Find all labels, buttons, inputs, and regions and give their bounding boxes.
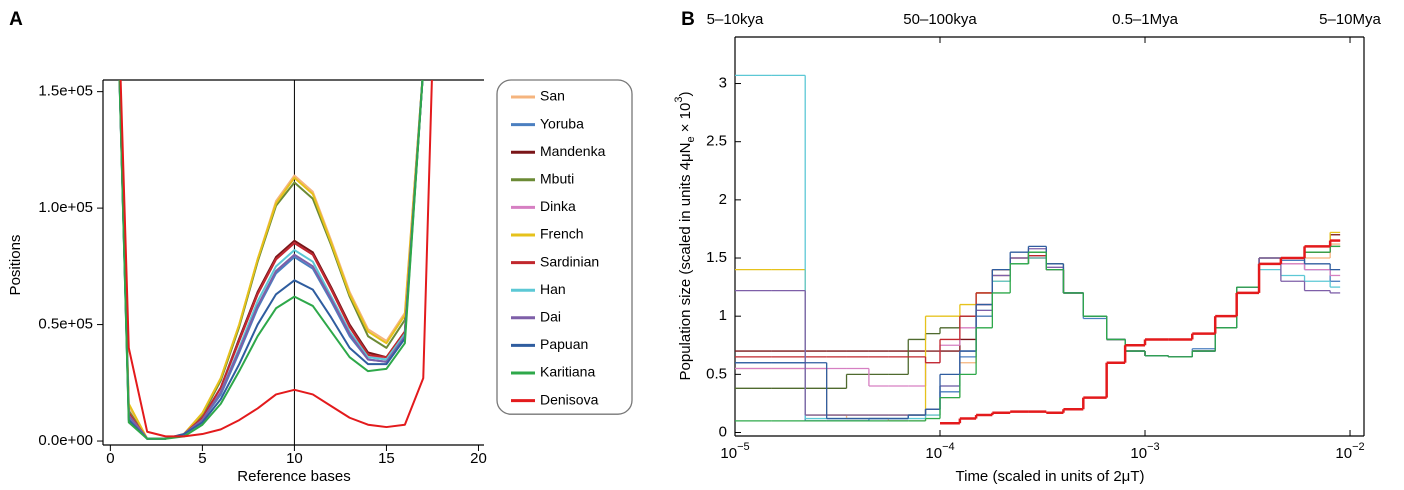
series-line [118, 80, 424, 440]
x2-tick-label: 50–100kya [903, 11, 977, 28]
tick-base: 10 [925, 445, 942, 462]
x-tick-label: 10−4 [925, 441, 954, 462]
label-subscript: e [685, 136, 697, 142]
x-tick-label: 10−5 [720, 441, 749, 462]
y-tick-label: 0.5e+05 [38, 316, 93, 333]
panel-label: A [9, 9, 23, 30]
x2-tick-label: 5–10Mya [1319, 11, 1381, 28]
series-line [118, 80, 424, 440]
legend-label: Dinka [540, 198, 576, 214]
series-step [735, 245, 1341, 420]
series-line [118, 80, 424, 440]
panel-label: B [681, 9, 695, 30]
series-line [118, 80, 424, 440]
tick-base: 10 [1335, 445, 1352, 462]
legend-label: Mbuti [540, 171, 574, 187]
x-tick-label: 10 [286, 450, 303, 467]
tick-exponent: −3 [1147, 441, 1160, 453]
series-line [118, 80, 424, 440]
series-step [735, 248, 1341, 416]
series-step [735, 239, 1341, 364]
panel-0: A 0.0e+00 0.5e+05 1.0e+05 1.5e+05 0 5 10 15 20 Ref… [7, 9, 633, 485]
x2-tick-label: 5–10kya [707, 11, 764, 28]
x-tick-label: 20 [470, 450, 487, 467]
series-step [735, 257, 1341, 387]
tick-base: 10 [1130, 445, 1147, 462]
series-line [118, 80, 424, 440]
y-tick-label: 1.5e+05 [38, 83, 93, 100]
y-tick-label: 1 [719, 307, 727, 324]
y-tick-label: 0.5 [706, 365, 727, 382]
plot-area [735, 74, 1341, 425]
legend-label: Papuan [540, 336, 588, 352]
legend-label: Mandenka [540, 143, 606, 159]
x-tick-label: 0 [106, 450, 114, 467]
y-tick-label: 0.0e+00 [38, 432, 93, 449]
y-axis-label: Population size (scaled in units 4μNe × … [673, 92, 697, 381]
tick-base: 10 [720, 445, 737, 462]
tick-exponent: −5 [737, 441, 750, 453]
legend-label: Dai [540, 309, 561, 325]
legend-label: Sardinian [540, 253, 599, 269]
x-axis-label: Reference bases [237, 468, 350, 485]
y-tick-label: 1.0e+05 [38, 199, 93, 216]
x-tick-label: 15 [378, 450, 395, 467]
label-text: ) [677, 92, 694, 97]
tick-exponent: −4 [942, 441, 955, 453]
label-superscript: 3 [673, 97, 685, 103]
series-line [118, 80, 424, 440]
legend-label: French [540, 226, 584, 242]
series-step [940, 239, 1341, 425]
x-tick-label: 10−2 [1335, 441, 1364, 462]
series-line [118, 80, 424, 440]
y-tick-label: 1.5 [706, 249, 727, 266]
legend-label: Denisova [540, 391, 599, 407]
legend-box [496, 79, 633, 415]
y-tick-label: 2.5 [706, 133, 727, 150]
x-tick-label: 10−3 [1130, 441, 1159, 462]
legend: San Yoruba Mandenka Mbuti Dinka French Sardini… [496, 79, 633, 415]
series-line [118, 80, 424, 440]
legend-label: Karitiana [540, 364, 595, 380]
series-line [119, 80, 433, 438]
legend-label: San [540, 88, 565, 104]
plot-area [118, 80, 433, 440]
tick-exponent: −2 [1352, 441, 1365, 453]
series-step [735, 255, 1341, 422]
label-text: × 10 [677, 103, 694, 137]
series-line [118, 80, 424, 440]
y-tick-label: 0 [719, 423, 727, 440]
legend-label: Han [540, 281, 566, 297]
series-step [735, 245, 1341, 389]
series-step [735, 245, 1341, 422]
legend-label: Yoruba [540, 115, 584, 131]
series-step [735, 243, 1341, 422]
x-tick-label: 5 [198, 450, 206, 467]
x2-tick-label: 0.5–1Mya [1112, 11, 1179, 28]
y-axis-label: Positions [7, 235, 24, 296]
y-tick-label: 3 [719, 74, 727, 91]
x-axis-label: Time (scaled in units of 2μT) [956, 468, 1145, 485]
y-tick-label: 2 [719, 191, 727, 208]
label-text: Population size (scaled in units 4μN [677, 143, 694, 381]
series-step [735, 234, 1341, 358]
series-line [118, 80, 424, 440]
